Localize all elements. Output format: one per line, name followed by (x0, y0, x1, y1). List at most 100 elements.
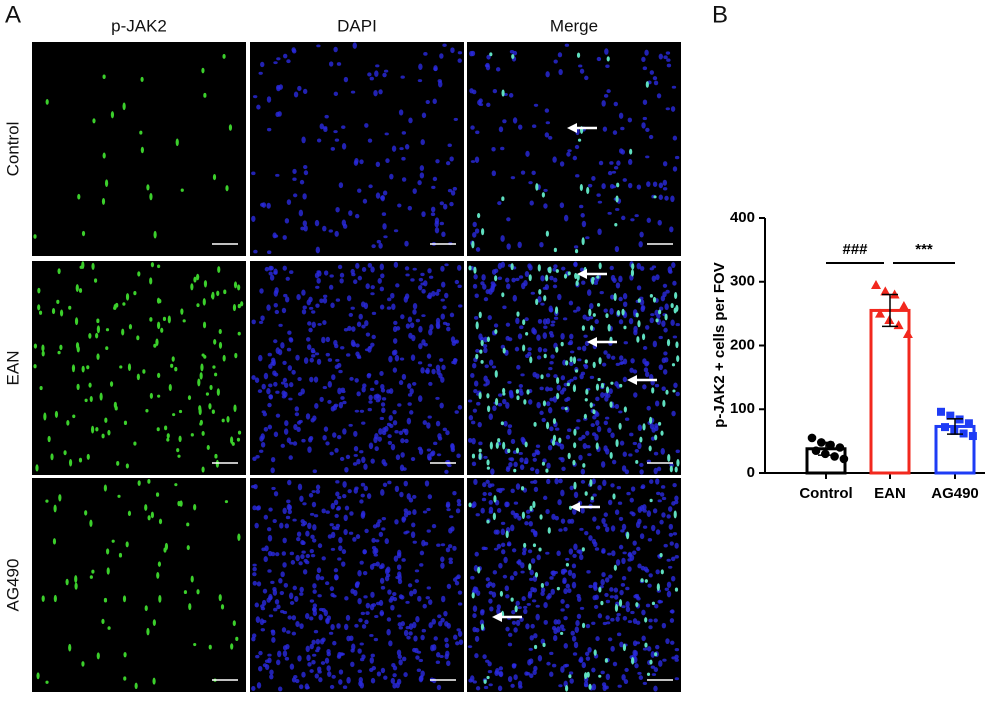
nucleus (474, 551, 479, 557)
stain (63, 450, 67, 456)
stain (622, 643, 627, 652)
nucleus (543, 188, 548, 192)
nucleus (356, 356, 362, 359)
stain (39, 385, 43, 391)
stain (78, 457, 83, 463)
nucleus (428, 599, 433, 605)
nucleus (512, 294, 517, 302)
nucleus (470, 372, 475, 378)
nucleus (313, 514, 319, 518)
stain (548, 266, 552, 274)
stain (74, 317, 79, 326)
nucleus (594, 319, 599, 325)
nucleus (288, 337, 293, 342)
nucleus (396, 552, 402, 559)
nucleus (654, 383, 660, 388)
nucleus (435, 660, 441, 665)
stain (566, 382, 570, 387)
nucleus (409, 410, 414, 415)
nucleus (353, 454, 358, 457)
stain (600, 600, 604, 606)
stain (515, 389, 519, 394)
stain (101, 198, 106, 205)
nucleus (664, 303, 669, 311)
nucleus (551, 663, 557, 668)
nucleus (566, 396, 571, 401)
nucleus (370, 285, 375, 290)
nucleus (390, 677, 396, 684)
nucleus (395, 283, 400, 288)
nucleus (672, 135, 678, 141)
nucleus (447, 143, 452, 148)
micrograph (32, 478, 246, 692)
nucleus (373, 553, 378, 557)
stain (230, 436, 234, 444)
nucleus (648, 573, 653, 578)
nucleus (661, 320, 666, 327)
nucleus (348, 531, 354, 535)
stain (193, 503, 197, 511)
stain (538, 547, 542, 552)
nucleus (315, 638, 321, 645)
nucleus (470, 160, 476, 163)
nucleus (556, 384, 561, 391)
stain (157, 321, 161, 330)
nucleus (417, 361, 423, 365)
nucleus (261, 599, 267, 606)
nucleus (569, 350, 575, 354)
y-tick-label: 0 (747, 464, 755, 481)
nucleus (468, 415, 474, 421)
stain (43, 412, 47, 421)
stain (674, 466, 678, 473)
nucleus (400, 314, 405, 320)
nucleus (278, 323, 283, 327)
nucleus (315, 246, 321, 254)
stain (658, 309, 662, 315)
nucleus (434, 227, 440, 234)
nucleus (645, 127, 650, 132)
nucleus (341, 549, 347, 555)
stain (117, 494, 121, 498)
nucleus (614, 381, 619, 387)
nucleus (671, 85, 677, 89)
nucleus (274, 599, 280, 605)
nucleus (364, 320, 369, 327)
nucleus (390, 443, 396, 451)
nucleus (671, 656, 676, 660)
nucleus (262, 663, 268, 668)
nucleus (609, 307, 614, 315)
nucleus (285, 276, 290, 281)
nucleus (523, 280, 528, 287)
nucleus (380, 667, 386, 674)
nucleus (632, 618, 638, 624)
nucleus (649, 267, 654, 271)
nucleus (526, 514, 531, 519)
y-tick-label: 400 (730, 209, 755, 226)
nucleus (422, 420, 427, 426)
stain (478, 448, 482, 453)
nucleus (433, 636, 438, 641)
nucleus (529, 200, 534, 206)
nucleus (278, 578, 283, 584)
nucleus (577, 358, 582, 362)
nucleus (448, 557, 453, 561)
nucleus (544, 386, 550, 392)
nucleus (536, 554, 541, 561)
nucleus (363, 595, 368, 599)
nucleus (260, 61, 265, 68)
data-point (959, 429, 968, 438)
nucleus (563, 526, 568, 532)
nucleus (664, 587, 670, 591)
nucleus (603, 420, 609, 426)
nucleus (653, 618, 658, 623)
data-point (835, 443, 845, 452)
nucleus (473, 388, 478, 394)
nucleus (518, 384, 524, 389)
nucleus (478, 441, 483, 446)
nucleus (376, 671, 382, 677)
nucleus (262, 588, 268, 594)
nucleus (405, 273, 410, 277)
nucleus (457, 58, 462, 63)
nucleus (386, 617, 392, 622)
nucleus (651, 427, 656, 433)
